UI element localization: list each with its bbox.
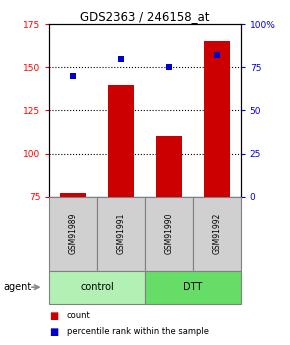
Text: DTT: DTT bbox=[183, 282, 202, 292]
Text: ■: ■ bbox=[49, 327, 59, 337]
Bar bbox=[204, 41, 230, 197]
Bar bbox=[108, 85, 134, 197]
Text: count: count bbox=[67, 311, 90, 320]
Text: control: control bbox=[80, 282, 114, 292]
Bar bbox=[60, 193, 86, 197]
Text: agent: agent bbox=[3, 282, 31, 292]
Text: GDS2363 / 246158_at: GDS2363 / 246158_at bbox=[80, 10, 210, 23]
Text: ■: ■ bbox=[49, 311, 59, 321]
Text: percentile rank within the sample: percentile rank within the sample bbox=[67, 327, 209, 336]
Text: GSM91989: GSM91989 bbox=[69, 213, 78, 254]
Text: GSM91990: GSM91990 bbox=[164, 213, 173, 255]
Bar bbox=[156, 136, 182, 197]
Text: GSM91992: GSM91992 bbox=[212, 213, 221, 254]
Text: GSM91991: GSM91991 bbox=[117, 213, 126, 254]
